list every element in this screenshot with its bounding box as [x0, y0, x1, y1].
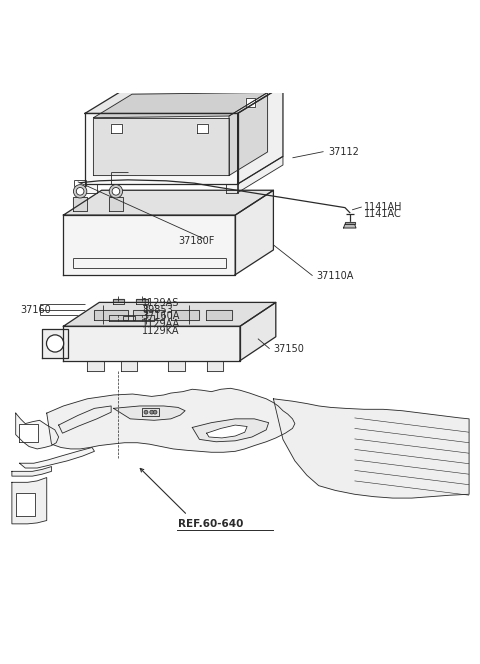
Polygon shape — [12, 467, 51, 476]
Text: 1129AA: 1129AA — [142, 319, 180, 329]
Text: 1129KA: 1129KA — [142, 325, 180, 335]
Polygon shape — [111, 124, 121, 133]
Text: 1129AS: 1129AS — [142, 298, 180, 308]
Polygon shape — [63, 215, 235, 275]
Polygon shape — [246, 98, 255, 106]
Polygon shape — [274, 399, 469, 498]
Text: 37110A: 37110A — [316, 271, 354, 281]
Circle shape — [73, 185, 87, 198]
Polygon shape — [197, 124, 207, 133]
Circle shape — [153, 410, 157, 414]
Polygon shape — [136, 299, 148, 304]
Polygon shape — [113, 299, 124, 304]
Text: 37160A: 37160A — [142, 311, 180, 321]
Polygon shape — [94, 92, 267, 118]
Polygon shape — [85, 184, 97, 193]
Polygon shape — [238, 86, 283, 184]
Polygon shape — [120, 361, 137, 371]
Circle shape — [109, 185, 122, 198]
Polygon shape — [95, 309, 128, 320]
Polygon shape — [42, 329, 68, 359]
Circle shape — [47, 335, 64, 352]
Polygon shape — [85, 114, 238, 184]
Text: 37150: 37150 — [274, 344, 304, 354]
Polygon shape — [226, 184, 238, 193]
Polygon shape — [344, 224, 356, 228]
Polygon shape — [16, 413, 59, 449]
Text: 1141AC: 1141AC — [364, 208, 402, 218]
Text: 1141AH: 1141AH — [364, 202, 403, 212]
Text: REF.60-640: REF.60-640 — [178, 519, 243, 529]
Polygon shape — [20, 448, 95, 468]
Polygon shape — [235, 191, 274, 275]
Polygon shape — [168, 361, 185, 371]
Polygon shape — [109, 315, 154, 321]
Polygon shape — [114, 406, 185, 420]
Text: 89853: 89853 — [142, 305, 173, 315]
Polygon shape — [94, 118, 229, 175]
Polygon shape — [206, 361, 223, 371]
Circle shape — [144, 410, 148, 414]
Circle shape — [76, 187, 84, 195]
Polygon shape — [87, 361, 104, 371]
Polygon shape — [63, 302, 276, 326]
Polygon shape — [73, 197, 87, 211]
Polygon shape — [19, 424, 38, 442]
Polygon shape — [12, 477, 47, 524]
Circle shape — [150, 410, 154, 414]
Polygon shape — [240, 302, 276, 361]
Polygon shape — [85, 86, 283, 114]
Polygon shape — [206, 425, 247, 438]
Text: 37160: 37160 — [21, 305, 51, 315]
Polygon shape — [229, 92, 267, 175]
Polygon shape — [123, 316, 135, 319]
Polygon shape — [59, 406, 111, 433]
Polygon shape — [16, 493, 35, 516]
Polygon shape — [142, 408, 159, 416]
Polygon shape — [238, 157, 283, 193]
Text: 37112: 37112 — [328, 147, 359, 157]
Text: 37180F: 37180F — [178, 236, 215, 246]
Polygon shape — [205, 309, 232, 320]
Polygon shape — [132, 309, 164, 320]
Polygon shape — [109, 197, 123, 211]
Polygon shape — [63, 191, 274, 215]
Polygon shape — [345, 222, 355, 224]
Polygon shape — [47, 388, 295, 452]
Circle shape — [112, 187, 120, 195]
Polygon shape — [171, 309, 199, 320]
Polygon shape — [63, 326, 240, 361]
Polygon shape — [192, 419, 269, 442]
